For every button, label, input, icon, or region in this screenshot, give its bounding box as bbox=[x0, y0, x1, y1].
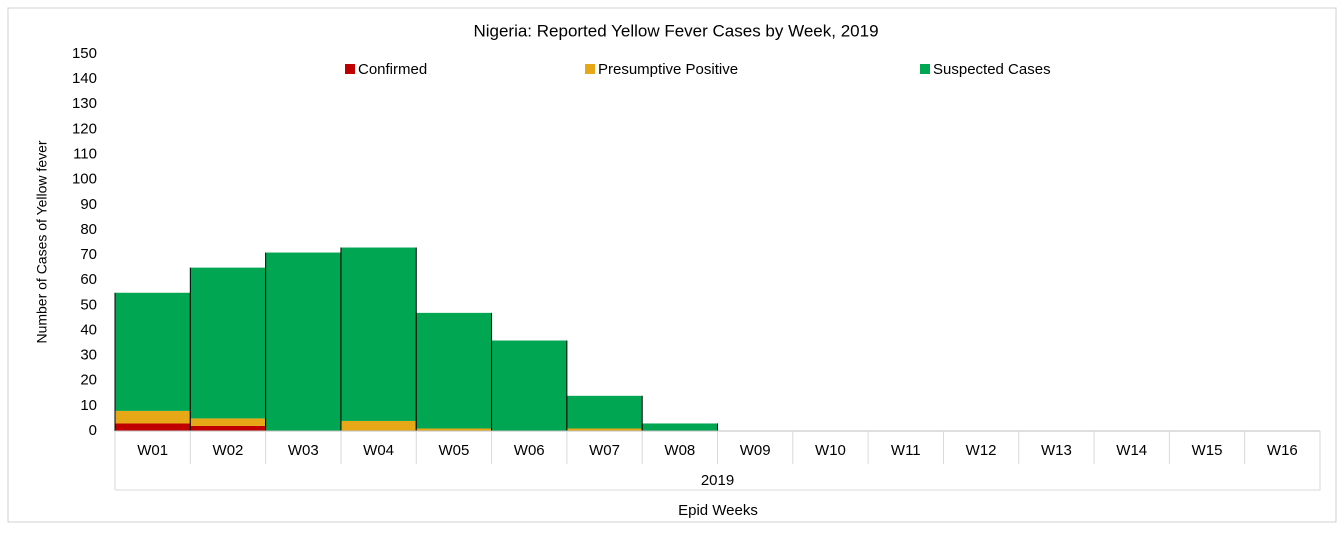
legend-label: Suspected Cases bbox=[933, 61, 1051, 78]
x-tick-label: W15 bbox=[1192, 442, 1223, 459]
y-tick-label: 50 bbox=[80, 296, 97, 313]
x-tick-label: W13 bbox=[1041, 442, 1072, 459]
x-tick-label: W07 bbox=[589, 442, 620, 459]
bar-segment bbox=[416, 312, 492, 429]
y-tick-label: 120 bbox=[72, 120, 97, 137]
y-axis-title: Number of Cases of Yellow fever bbox=[34, 140, 50, 343]
y-tick-label: 110 bbox=[73, 146, 97, 163]
x-tick-label: W01 bbox=[137, 442, 168, 459]
y-tick-label: 30 bbox=[80, 347, 97, 364]
bar-segment bbox=[642, 423, 718, 431]
bar-segment bbox=[566, 428, 643, 431]
legend-label: Confirmed bbox=[358, 61, 427, 78]
chart-border bbox=[7, 7, 1337, 523]
x-tick-label: W09 bbox=[740, 442, 771, 459]
bar-segment bbox=[115, 292, 191, 411]
x-tick-label: W16 bbox=[1267, 442, 1298, 459]
y-tick-label: 20 bbox=[80, 372, 97, 389]
x-tick-label: W06 bbox=[514, 442, 545, 459]
y-tick-label: 10 bbox=[80, 397, 97, 414]
y-tick-label: 130 bbox=[72, 95, 97, 112]
legend-swatch bbox=[920, 64, 930, 74]
bar-segment bbox=[190, 425, 266, 431]
x-tick-label: W08 bbox=[664, 442, 695, 459]
bar-segment bbox=[115, 410, 191, 424]
legend-swatch bbox=[585, 64, 595, 74]
x-tick-label: W11 bbox=[891, 442, 921, 459]
x-tick-label: W02 bbox=[213, 442, 244, 459]
y-tick-label: 40 bbox=[80, 321, 97, 338]
bar-segment bbox=[115, 423, 191, 431]
x-tick-label: W12 bbox=[966, 442, 997, 459]
y-tick-label: 150 bbox=[72, 45, 97, 62]
bar-segment bbox=[190, 267, 266, 419]
y-tick-label: 140 bbox=[72, 70, 97, 87]
y-tick-label: 80 bbox=[80, 221, 97, 238]
x-axis-title: Epid Weeks bbox=[678, 502, 758, 519]
y-tick-label: 60 bbox=[80, 271, 97, 288]
bar-segment bbox=[566, 395, 643, 429]
legend-swatch bbox=[345, 64, 355, 74]
y-tick-label: 0 bbox=[89, 422, 97, 439]
legend-label: Presumptive Positive bbox=[598, 61, 738, 78]
x-tick-label: W03 bbox=[288, 442, 319, 459]
y-tick-label: 70 bbox=[80, 246, 97, 263]
bar-segment bbox=[340, 420, 417, 431]
x-tick-label: W10 bbox=[815, 442, 846, 459]
bar-segment bbox=[340, 247, 417, 421]
chart-title: Nigeria: Reported Yellow Fever Cases by … bbox=[473, 21, 878, 40]
bar-segment bbox=[416, 428, 492, 431]
category-group-label: 2019 bbox=[701, 472, 734, 489]
x-tick-label: W04 bbox=[363, 442, 394, 459]
bar-segment bbox=[190, 418, 266, 426]
x-tick-label: W05 bbox=[438, 442, 469, 459]
bar-segment bbox=[491, 340, 567, 431]
x-tick-label: W14 bbox=[1116, 442, 1147, 459]
y-tick-label: 100 bbox=[72, 171, 97, 188]
bar-segment bbox=[265, 252, 341, 431]
y-tick-label: 90 bbox=[80, 196, 97, 213]
